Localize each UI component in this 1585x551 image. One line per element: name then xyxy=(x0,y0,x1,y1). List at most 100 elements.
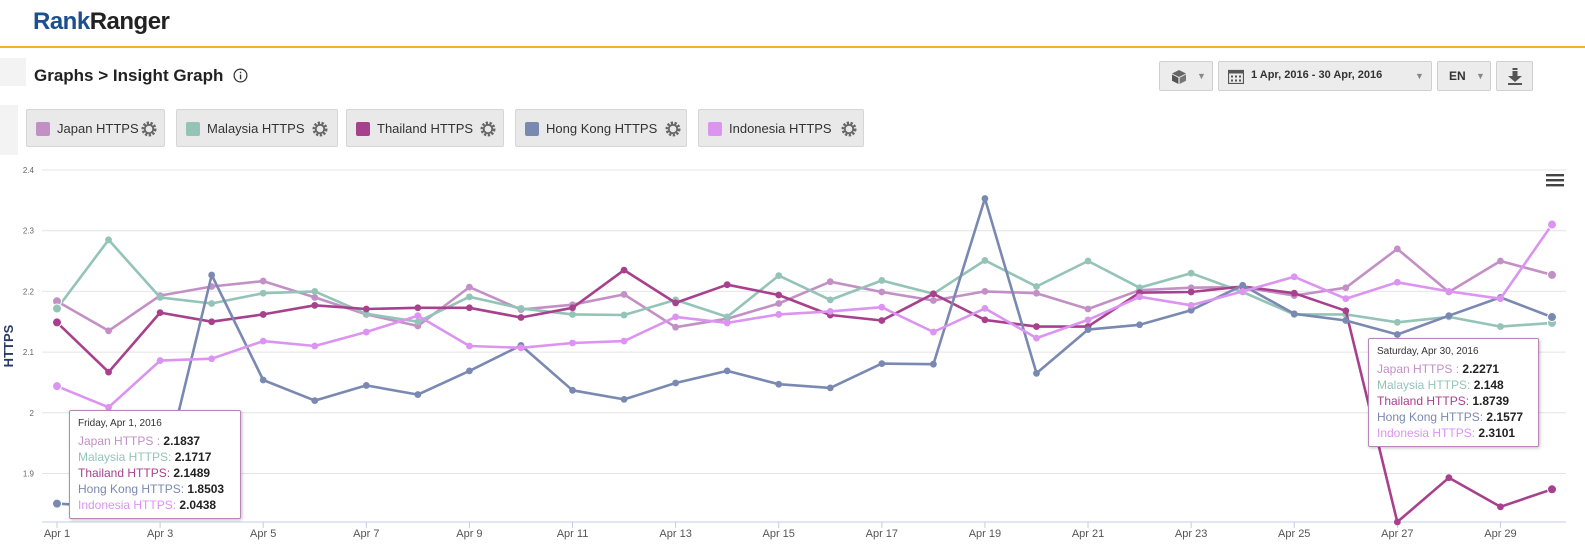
data-point xyxy=(981,316,989,324)
legend-label: Hong Kong HTTPS xyxy=(546,121,658,136)
data-point xyxy=(208,318,216,326)
download-icon xyxy=(1508,68,1522,85)
tooltip-series-label: Malaysia HTTPS xyxy=(78,450,169,464)
date-range-value: 1 Apr, 2016 - 30 Apr, 2016 xyxy=(1251,69,1383,81)
legend-label: Japan HTTPS xyxy=(57,121,139,136)
gear-icon[interactable] xyxy=(480,121,496,137)
data-point xyxy=(929,290,937,298)
hamburger-menu-icon[interactable] xyxy=(1546,172,1564,188)
gear-icon[interactable] xyxy=(841,121,857,137)
legend-item-thailand[interactable]: Thailand HTTPS xyxy=(346,109,504,147)
legend-item-japan[interactable]: Japan HTTPS xyxy=(26,109,165,147)
data-point xyxy=(156,294,164,301)
hover-point xyxy=(52,381,62,392)
tooltip-value: 2.3101 xyxy=(1478,426,1516,440)
tooltip-value: 2.2271 xyxy=(1462,362,1500,376)
data-point xyxy=(1342,295,1350,303)
tooltip-series-label: Hong Kong HTTPS xyxy=(1377,410,1480,424)
data-point xyxy=(723,313,731,321)
data-point xyxy=(981,304,989,312)
y-tick-label: 2.2 xyxy=(23,287,35,296)
data-point xyxy=(826,296,834,304)
tooltip-row: Japan HTTPS : 2.1837 xyxy=(78,433,232,449)
calendar-icon xyxy=(1228,69,1244,84)
data-point xyxy=(1136,321,1143,329)
tooltip-series-label: Malaysia HTTPS xyxy=(1377,378,1468,392)
data-point xyxy=(362,310,370,318)
data-point xyxy=(1033,283,1040,290)
data-point xyxy=(929,360,937,368)
series-line-thailand-https xyxy=(56,268,1553,524)
tooltip-series-label: Indonesia HTTPS xyxy=(1377,426,1472,440)
data-point xyxy=(672,299,680,307)
legend-item-indonesia[interactable]: Indonesia HTTPS xyxy=(698,109,864,147)
tooltip-series-label: Japan HTTPS xyxy=(78,434,154,448)
data-point xyxy=(311,301,319,309)
data-point xyxy=(1033,334,1040,342)
data-point xyxy=(1342,284,1350,292)
data-point xyxy=(311,342,319,350)
data-point xyxy=(929,328,937,336)
data-point xyxy=(620,291,628,298)
y-tick-label: 2.1 xyxy=(23,348,35,357)
legend-item-malaysia[interactable]: Malaysia HTTPS xyxy=(176,109,338,147)
hover-point xyxy=(1547,312,1557,323)
data-point xyxy=(259,376,267,384)
data-point xyxy=(311,294,319,301)
data-point xyxy=(775,300,783,307)
data-point xyxy=(259,277,267,285)
data-point xyxy=(208,355,216,363)
data-point xyxy=(1497,257,1504,265)
data-point xyxy=(1497,503,1504,511)
data-point xyxy=(1084,326,1092,334)
x-tick-label: Apr 29 xyxy=(1484,528,1516,540)
data-point xyxy=(466,342,473,350)
data-point xyxy=(620,396,628,403)
rank-ranger-logo[interactable]: RankRanger xyxy=(33,8,170,36)
y-axis-title: HTTPS xyxy=(1,324,16,367)
data-point xyxy=(620,311,628,319)
data-point xyxy=(1393,518,1401,526)
gear-icon[interactable] xyxy=(665,121,681,137)
segment-dropdown-button[interactable]: ▼ xyxy=(1159,61,1213,91)
x-tick-label: Apr 5 xyxy=(250,528,276,540)
top-bar: RankRanger xyxy=(0,0,1585,48)
tooltip-value: 2.148 xyxy=(1473,378,1504,392)
data-point xyxy=(1136,293,1143,301)
data-point xyxy=(569,339,576,347)
x-tick-label: Apr 23 xyxy=(1175,528,1207,540)
hover-point xyxy=(1547,219,1557,230)
language-dropdown[interactable]: EN ▼ xyxy=(1437,61,1491,91)
chevron-down-icon: ▼ xyxy=(1197,71,1206,81)
gear-icon[interactable] xyxy=(312,121,328,137)
download-button[interactable] xyxy=(1496,61,1533,91)
info-icon[interactable] xyxy=(233,68,248,83)
tooltip-separator: : xyxy=(1479,410,1487,424)
language-value: EN xyxy=(1449,69,1466,83)
tooltip-value: 2.1717 xyxy=(174,450,212,464)
tooltip-separator: : xyxy=(172,498,180,512)
tooltip-row: Japan HTTPS : 2.2271 xyxy=(1377,361,1530,377)
data-point xyxy=(208,271,216,279)
tooltip-value: 2.1837 xyxy=(163,434,201,448)
data-point xyxy=(775,311,783,318)
gear-icon[interactable] xyxy=(141,121,157,137)
tooltip-row: Indonesia HTTPS: 2.3101 xyxy=(1377,425,1530,441)
data-point xyxy=(826,308,834,315)
data-point xyxy=(723,319,731,327)
date-range-picker[interactable]: 1 Apr, 2016 - 30 Apr, 2016 ▼ xyxy=(1218,61,1432,91)
legend-swatch xyxy=(708,122,722,136)
legend-swatch xyxy=(36,122,50,136)
data-point xyxy=(878,360,886,367)
data-point xyxy=(1290,273,1298,281)
tooltip-date: Saturday, Apr 30, 2016 xyxy=(1377,346,1479,357)
hover-point xyxy=(52,498,62,509)
legend-label: Indonesia HTTPS xyxy=(729,121,832,136)
data-point xyxy=(569,304,576,312)
legend-item-hong-kong[interactable]: Hong Kong HTTPS xyxy=(515,109,687,147)
tooltip-row: Hong Kong HTTPS: 1.8503 xyxy=(78,481,232,497)
data-point xyxy=(1445,312,1453,320)
x-tick-label: Apr 13 xyxy=(659,528,691,540)
tooltip-separator: : xyxy=(1471,426,1479,440)
data-point xyxy=(259,311,267,318)
